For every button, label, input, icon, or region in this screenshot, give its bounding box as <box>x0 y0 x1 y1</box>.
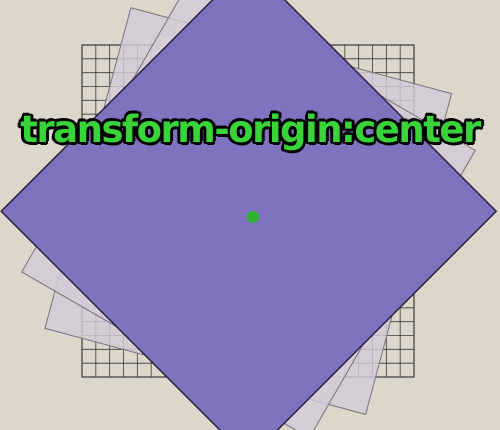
transform-origin-title: transform-origin:center <box>20 108 481 151</box>
transform-origin-dot <box>247 211 259 223</box>
